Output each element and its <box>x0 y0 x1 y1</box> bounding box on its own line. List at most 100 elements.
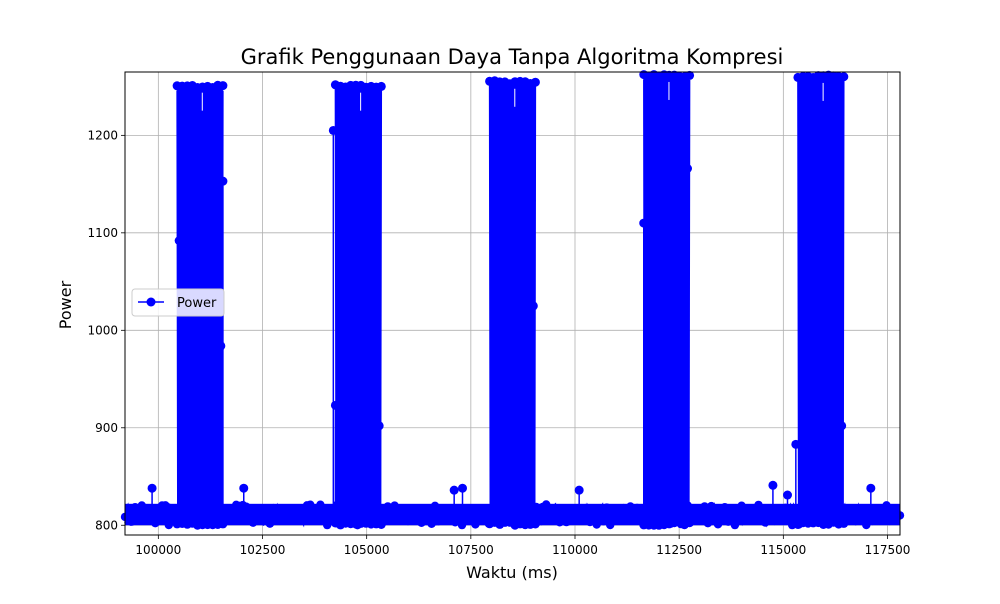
power-data-point <box>474 512 483 522</box>
power-data-point <box>218 519 228 529</box>
power-data-point <box>626 502 635 511</box>
power-data-point <box>858 512 868 521</box>
power-data-point <box>685 70 695 80</box>
power-data-point <box>791 510 800 520</box>
power-data-point <box>427 519 436 528</box>
legend: Power <box>131 288 225 317</box>
power-burst-line <box>797 74 845 526</box>
power-data-point <box>147 483 157 493</box>
power-data-point <box>768 480 778 490</box>
power-data-point <box>879 513 888 523</box>
power-data-point <box>592 520 601 529</box>
power-data-point <box>471 520 480 529</box>
power-data-point <box>791 439 801 449</box>
power-data-point <box>124 509 133 519</box>
power-data-point <box>296 507 305 516</box>
power-data-point <box>562 517 571 527</box>
power-data-point <box>690 506 699 515</box>
power-data-point <box>218 81 228 91</box>
power-burst-line <box>334 84 383 526</box>
power-data-point <box>430 501 440 510</box>
power-data-point <box>216 341 226 351</box>
power-data-point <box>262 512 271 521</box>
power-data-point <box>319 513 328 522</box>
power-data-point <box>437 504 446 513</box>
power-data-point <box>174 236 184 246</box>
x-tick-label: 112500 <box>656 543 702 557</box>
power-data-point <box>710 505 719 514</box>
power-data-point <box>700 502 709 511</box>
power-data-point <box>400 508 409 517</box>
y-tick-label: 1100 <box>87 226 118 240</box>
power-data-point <box>299 513 308 522</box>
ticks: 100000 102500 105000 107500 110000 112500 1150… <box>87 128 910 557</box>
power-data-point <box>555 518 564 527</box>
power-data-point <box>574 485 584 495</box>
power-data-point <box>245 505 254 514</box>
power-data-point <box>839 72 849 82</box>
power-data-point <box>154 515 163 524</box>
power-data-point <box>734 511 743 521</box>
power-data-point <box>585 517 595 527</box>
x-tick-label: 105000 <box>344 543 390 557</box>
power-data-point <box>771 513 780 522</box>
power-data-point <box>127 517 136 526</box>
legend-marker-swatch <box>146 297 156 307</box>
power-data-point <box>252 505 261 514</box>
power-data-point <box>285 506 295 515</box>
x-axis-label: Waktu (ms) <box>466 563 558 582</box>
legend-box <box>131 288 225 317</box>
power-data-point <box>387 513 396 522</box>
power-burst-line <box>488 81 537 526</box>
power-data-point <box>633 503 642 513</box>
power-data-point <box>703 519 713 528</box>
power-data-point <box>292 516 301 525</box>
power-data-point <box>862 520 871 530</box>
power-data-point <box>141 516 150 525</box>
power-data-point <box>548 504 558 514</box>
power-data-point <box>161 501 170 510</box>
power-data-point <box>530 77 540 87</box>
power-data-point <box>458 483 467 493</box>
power-data-point <box>269 503 278 513</box>
plot-area <box>120 70 905 530</box>
power-data-point <box>622 516 632 525</box>
power-data-point <box>757 511 766 520</box>
power-data-point <box>599 517 608 526</box>
x-tick-label: 115000 <box>760 543 806 557</box>
power-data-point <box>306 500 315 509</box>
power-data-point <box>218 176 228 186</box>
power-data-point <box>683 163 692 173</box>
y-tick-label: 900 <box>95 421 118 435</box>
power-data-point <box>478 504 487 513</box>
power-data-point <box>582 503 591 513</box>
y-tick-label: 1200 <box>87 128 118 142</box>
power-data-point <box>837 421 847 431</box>
power-data-point <box>374 421 384 431</box>
power-data-point <box>545 516 554 525</box>
power-data-point <box>265 519 275 528</box>
power-data-point <box>542 500 551 509</box>
power-data-point <box>383 502 392 511</box>
power-data-point <box>312 508 322 517</box>
power-data-point <box>328 125 338 135</box>
power-data-point <box>137 501 146 510</box>
power-data-point <box>685 518 695 528</box>
power-data-point <box>376 520 386 529</box>
power-data-point <box>526 196 536 206</box>
y-tick-label: 1000 <box>87 323 118 337</box>
power-data-point <box>414 509 423 519</box>
power-data-point <box>424 508 433 517</box>
power-data-point <box>134 514 143 524</box>
power-data-point <box>730 520 740 530</box>
power-data-point <box>720 503 729 512</box>
power-data-point <box>784 512 793 522</box>
power-data-point <box>606 520 615 530</box>
power-data-point <box>781 503 790 512</box>
power-data-point <box>639 218 649 228</box>
power-data-point <box>602 503 611 512</box>
axes-frame <box>124 71 901 536</box>
power-data-point <box>164 520 173 530</box>
x-tick-label: 107500 <box>448 543 494 557</box>
